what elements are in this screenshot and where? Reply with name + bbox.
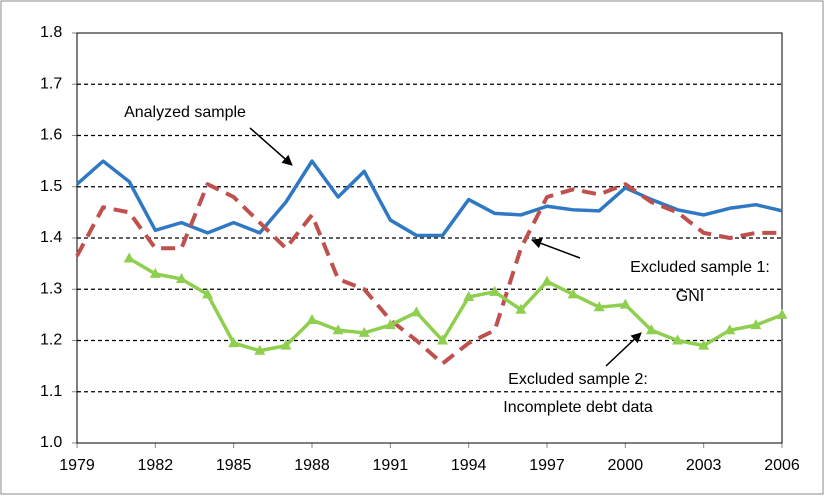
annotation-arrow: [605, 332, 642, 367]
series-line: [75, 159, 783, 238]
point-marker: [228, 337, 240, 348]
x-tick-label: 1988: [294, 457, 330, 474]
point-marker: [541, 275, 553, 286]
point-marker: [645, 324, 657, 335]
point-marker: [619, 298, 631, 309]
annotation-arrow: [531, 238, 581, 259]
point-marker: [437, 334, 449, 345]
x-tick-label: 2000: [608, 457, 644, 474]
point-marker: [358, 326, 370, 337]
point-marker: [332, 324, 344, 335]
y-tick-label: 1.4: [40, 229, 62, 246]
x-tick-label: 1985: [216, 457, 252, 474]
point-marker: [489, 285, 501, 296]
point-marker: [202, 288, 214, 299]
series-line: [75, 182, 782, 366]
x-tick-label: 1994: [451, 457, 487, 474]
point-marker: [672, 334, 684, 345]
x-tick-label: 1997: [529, 457, 565, 474]
point-marker: [306, 314, 318, 324]
y-tick-label: 1.6: [40, 127, 62, 144]
annotation: Analyzed sample: [124, 104, 246, 121]
point-marker: [149, 267, 161, 278]
point-marker: [724, 324, 736, 335]
y-tick-label: 1.7: [40, 75, 62, 92]
series-line: [128, 256, 783, 353]
point-marker: [175, 273, 187, 283]
y-tick-label: 1.2: [40, 332, 62, 349]
x-tick-label: 1979: [59, 457, 95, 474]
point-marker: [698, 339, 710, 350]
point-marker: [567, 288, 579, 299]
annotation: Incomplete debt data: [503, 399, 653, 416]
y-tick-label: 1.3: [40, 280, 62, 297]
annotation: Excluded sample 2:: [508, 371, 648, 388]
point-marker: [515, 303, 527, 314]
point-marker: [750, 319, 762, 330]
x-tick-label: 1982: [138, 457, 174, 474]
point-marker: [463, 290, 475, 301]
x-tick-label: 2006: [764, 457, 800, 474]
point-marker: [254, 344, 266, 355]
point-marker: [123, 252, 135, 263]
point-marker: [280, 339, 292, 350]
point-marker: [776, 308, 788, 319]
y-tick-label: 1.8: [40, 24, 62, 41]
point-marker: [593, 301, 605, 312]
annotation: Excluded sample 1:: [630, 259, 770, 276]
annotation-arrow: [249, 127, 293, 166]
x-tick-label: 1991: [373, 457, 409, 474]
x-tick-label: 2003: [686, 457, 722, 474]
point-marker: [384, 319, 396, 330]
point-marker: [410, 306, 422, 317]
plot-area: [76, 32, 783, 444]
y-tick-label: 1.5: [40, 178, 62, 195]
y-tick-label: 1.0: [40, 434, 62, 451]
y-tick-label: 1.1: [40, 383, 62, 400]
annotation: GNI: [676, 288, 704, 305]
